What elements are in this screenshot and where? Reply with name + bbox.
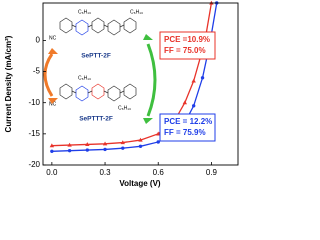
point — [182, 100, 188, 105]
point — [102, 141, 108, 146]
molecule-top: NC C₆H₁₃ C₆H₁₃ — [49, 9, 143, 41]
point — [103, 147, 107, 152]
svg-text:C₆H₁₃: C₆H₁₃ — [118, 105, 131, 111]
svg-text:NC: NC — [49, 35, 57, 41]
arrow — [43, 53, 54, 97]
point — [49, 143, 55, 148]
annotation-text: FF = 75.0% — [164, 46, 206, 55]
arrow-head — [48, 48, 58, 54]
point — [85, 148, 90, 152]
y-tick-label: 0 — [36, 35, 41, 44]
point — [67, 142, 72, 147]
point — [156, 131, 161, 136]
point — [138, 144, 143, 149]
chart: Current Density (mA/cm²) Voltage (V) NC C… — [4, 0, 239, 188]
svg-text:C₆H₁₃: C₆H₁₃ — [78, 9, 91, 15]
svg-text:C₆H₁₃: C₆H₁₃ — [78, 75, 91, 81]
arrow-head — [48, 98, 58, 104]
annotation-text: PCE = 12.2% — [164, 117, 212, 126]
annotation-text: PCE =10.9% — [164, 35, 210, 44]
point — [67, 148, 72, 153]
point — [138, 137, 143, 142]
molecule-label: SePTTT-2F — [79, 116, 113, 123]
x-axis-label: Voltage (V) — [119, 179, 161, 188]
point — [121, 146, 125, 150]
annotation-text: FF = 75.9% — [164, 128, 206, 137]
point — [191, 104, 196, 108]
point — [50, 149, 54, 153]
y-axis-label: Current Density (mA/cm²) — [4, 35, 13, 132]
svg-text:NC: NC — [49, 101, 57, 107]
y-tick-label: -15 — [28, 129, 40, 138]
x-tick-label: 0.9 — [206, 168, 218, 177]
point — [200, 76, 205, 80]
arrow — [146, 43, 157, 117]
point — [156, 140, 160, 144]
svg-text:C₆H₁₃: C₆H₁₃ — [130, 9, 143, 15]
y-tick-label: -10 — [28, 98, 40, 107]
annotation-box — [159, 113, 216, 142]
molecule-bottom: NC C₆H₁₃ C₆H₁₃ — [49, 75, 137, 111]
point — [120, 140, 125, 145]
plot-frame — [42, 2, 239, 166]
y-tick-label: -5 — [33, 67, 41, 76]
x-tick-label: 0.0 — [46, 168, 58, 177]
y-tick-label: -20 — [28, 160, 40, 169]
point — [85, 142, 90, 147]
point — [191, 78, 196, 83]
x-tick-label: 0.3 — [99, 168, 111, 177]
x-tick-label: 0.6 — [153, 168, 165, 177]
annotation-box — [159, 31, 216, 60]
arrow-head — [143, 34, 153, 40]
molecule-label: SePTT-2F — [81, 53, 111, 60]
arrow-head — [143, 118, 153, 124]
